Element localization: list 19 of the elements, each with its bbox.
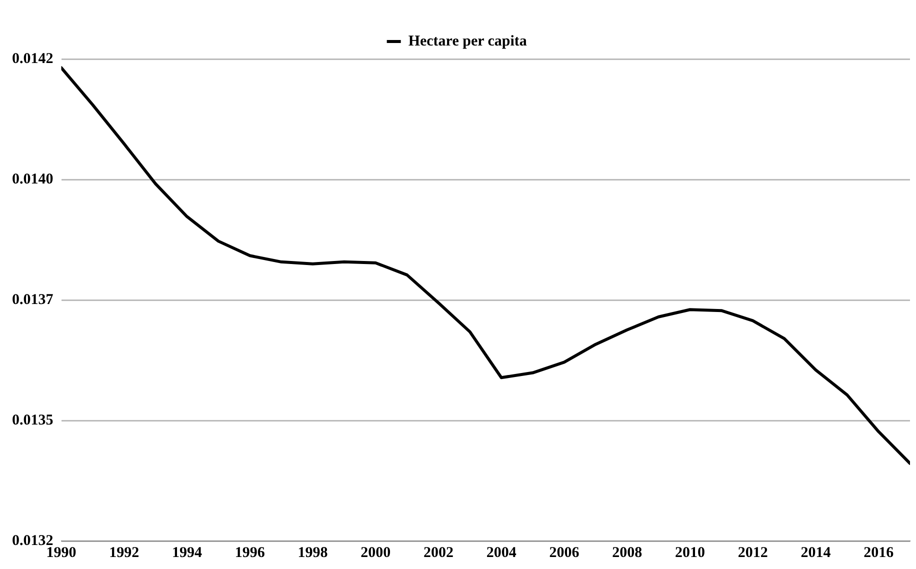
y-tick-label: 0.0140 [12,171,54,188]
x-tick-label: 1996 [234,544,266,561]
x-tick-label: 2004 [486,544,517,561]
x-tick-label: 1994 [172,544,202,561]
x-tick-label: 2002 [423,544,454,561]
legend-label: Hectare per capita [408,33,528,50]
x-tick-label: 2006 [549,544,580,561]
y-tick-label: 0.0135 [12,412,54,428]
x-tick-label: 2014 [800,544,832,561]
x-tick-label: 2008 [612,544,642,561]
y-tick-label: 0.0137 [12,292,54,308]
x-tick-label: 2012 [738,544,768,561]
x-tick-label: 1992 [109,544,140,561]
x-tick-label: 1998 [298,544,328,561]
x-tick-label: 2016 [864,544,894,561]
x-tick-label: 2010 [674,544,705,561]
x-tick-label: 2000 [360,544,391,561]
y-tick-label: 0.0142 [12,50,54,67]
x-tick-label: 1990 [46,544,76,561]
